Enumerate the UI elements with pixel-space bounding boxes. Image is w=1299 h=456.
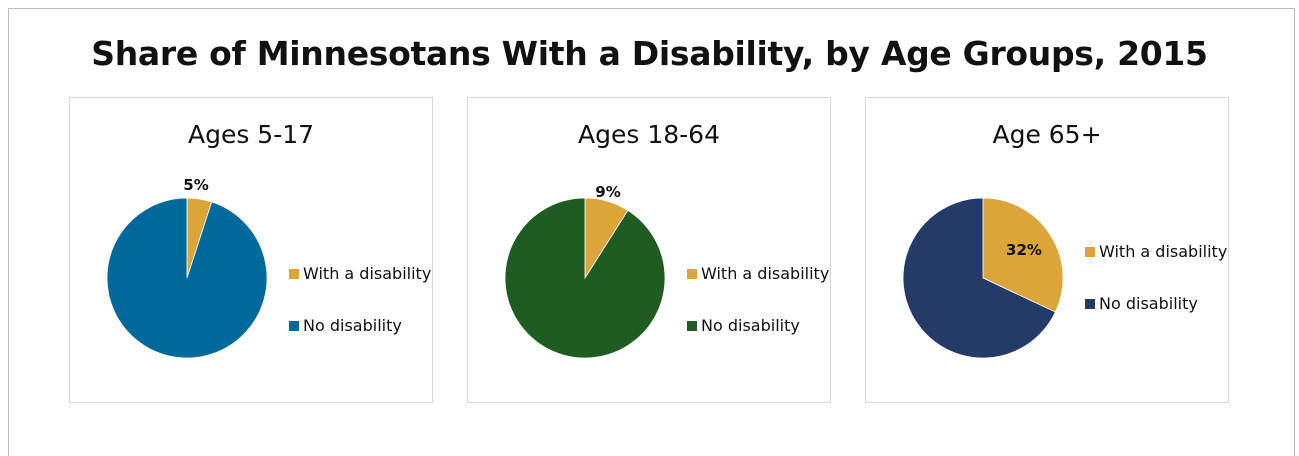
legend-item-with-disability: With a disability [687, 264, 829, 283]
legend-swatch [687, 268, 697, 279]
pie-panel-ages-5-17: Ages 5-17 5% With a disability No disabi… [69, 97, 433, 403]
legend: With a disability No disability [687, 264, 829, 335]
data-label-with-disability: 9% [595, 183, 620, 201]
legend: With a disability No disability [1085, 242, 1227, 313]
legend-swatch [289, 320, 299, 331]
legend-label: No disability [701, 316, 800, 335]
legend-label: With a disability [1099, 242, 1228, 261]
panel-title: Ages 5-17 [187, 120, 315, 149]
chart-title: Share of Minnesotans With a Disability, … [91, 34, 1208, 73]
legend: With a disability No disability [289, 264, 431, 335]
legend-label: No disability [303, 316, 402, 335]
panel-title: Ages 18-64 [578, 120, 720, 149]
legend-label: With a disability [303, 264, 432, 283]
pie-chart: 9% [504, 183, 666, 359]
legend-swatch [289, 268, 299, 279]
legend-item-no-disability: No disability [1085, 294, 1227, 313]
legend-item-no-disability: No disability [687, 316, 829, 335]
pie-panel-age-65-plus: Age 65+ 32% With a disability No disabil… [865, 97, 1229, 403]
legend-swatch [687, 320, 697, 331]
data-label-with-disability: 32% [1006, 241, 1042, 259]
pie-chart: 5% [106, 176, 268, 359]
pie-slice-no-disability [902, 197, 1056, 359]
legend-item-with-disability: With a disability [1085, 242, 1227, 261]
legend-swatch [1085, 246, 1095, 257]
pie-panel-ages-18-64: Ages 18-64 9% With a disability No disab… [467, 97, 831, 403]
pie-slice-no-disability [504, 197, 666, 359]
legend-label: With a disability [701, 264, 830, 283]
pie-slice-no-disability [106, 197, 268, 359]
data-label-with-disability: 5% [183, 176, 208, 194]
legend-swatch [1085, 298, 1095, 309]
legend-item-no-disability: No disability [289, 316, 431, 335]
legend-label: No disability [1099, 294, 1198, 313]
pie-chart: 32% [902, 197, 1064, 359]
panel-title: Age 65+ [992, 120, 1102, 149]
legend-item-with-disability: With a disability [289, 264, 431, 283]
pie-slice-with-disability [982, 197, 1064, 313]
